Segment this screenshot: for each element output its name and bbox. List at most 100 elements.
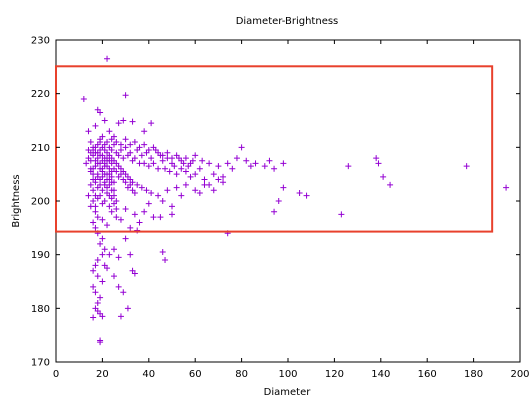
scatter-point [199,157,206,164]
scatter-point [90,314,97,321]
scatter-point [261,163,268,170]
y-tick-label: 170 [31,358,50,369]
scatter-point [113,206,120,213]
y-tick-label: 230 [31,36,50,47]
x-tick-label: 0 [53,369,59,380]
x-tick-label: 20 [96,369,109,380]
scatter-point [108,208,115,215]
scatter-point [108,173,115,180]
scatter-point [280,160,287,167]
scatter-point [127,149,134,156]
scatter-point [210,171,217,178]
scatter-point [275,198,282,204]
scatter-point [117,141,124,148]
scatter-point [182,168,189,175]
scatter-point [111,246,117,253]
scatter-point [99,187,106,194]
scatter-point [503,184,510,191]
scatter-point [164,149,171,156]
scatter-point [122,206,129,213]
scatter-point [87,138,94,145]
scatter-point [271,165,278,172]
scatter-point [141,141,148,148]
scatter-point [169,155,175,162]
scatter-point [92,203,99,210]
scatter-point [178,192,185,199]
y-axis-ticks: 170 180 190 200 210 220 230 [31,36,520,369]
scatter-point [122,179,129,186]
scatter-point [192,171,199,178]
scatter-point [162,165,169,172]
scatter-point [138,152,145,159]
x-axis-ticks: 0 20 40 60 80 100 120 140 160 180 200 [53,40,530,380]
scatter-point [280,184,287,191]
scatter-point [108,147,115,154]
scatter-point [92,144,99,151]
y-tick-label: 190 [31,250,50,261]
scatter-point [150,144,157,151]
scatter-point [120,117,127,124]
y-tick-label: 210 [31,143,50,154]
scatter-point [131,189,138,196]
scatter-point [106,192,113,199]
scatter-point [113,138,120,145]
scatter-point [127,141,134,148]
scatter-point [94,214,101,221]
scatter-point [145,147,152,154]
scatter-point [136,144,143,151]
scatter-point [127,224,134,231]
scatter-point [124,305,131,312]
scatter-point [83,160,90,167]
scatter-point [252,160,259,167]
scatter-point [115,254,122,261]
scatter-point [85,128,92,135]
scatter-point [141,208,148,215]
scatter-point [166,168,173,175]
scatter-point [111,200,117,207]
scatter-point [127,251,134,258]
scatter-point [90,267,97,274]
scatter-point [90,187,97,194]
scatter-point [155,192,162,199]
scatter-point [178,157,185,164]
scatter-point [122,235,129,242]
highlight-box [55,65,494,233]
scatter-point [99,235,106,242]
scatter-point [155,165,162,172]
scatter-point [201,176,208,183]
scatter-point [94,273,101,280]
scatter-point [148,155,155,162]
scatter-point [131,270,138,277]
scatter-point [373,155,380,162]
scatter-point [303,192,310,199]
scatter-point [106,157,113,164]
scatter-point [345,163,352,170]
scatter-point [92,157,99,164]
scatter-point [375,160,382,167]
scatter-point [210,187,217,194]
x-tick-label: 140 [371,369,390,380]
scatter-point [157,214,164,221]
scatter-point [187,173,194,180]
scatter-point [99,313,106,320]
scatter-point [106,128,113,135]
scatter-point [115,152,122,159]
scatter-point [271,208,278,215]
x-tick-label: 60 [189,369,202,380]
scatter-point [80,96,87,103]
scatter-point [196,165,203,172]
scatter-point [99,216,106,223]
scatter-point [97,339,104,346]
scatter-point [97,109,104,116]
scatter-point [192,152,199,159]
scatter-point [104,55,111,62]
scatter-point [111,187,117,194]
scatter-point [296,189,303,196]
scatter-point [338,211,345,218]
scatter-point [159,152,166,159]
plot-frame [55,39,521,363]
scatter-point [111,179,117,186]
scatter-point [111,273,117,280]
scatter-point [173,184,180,191]
